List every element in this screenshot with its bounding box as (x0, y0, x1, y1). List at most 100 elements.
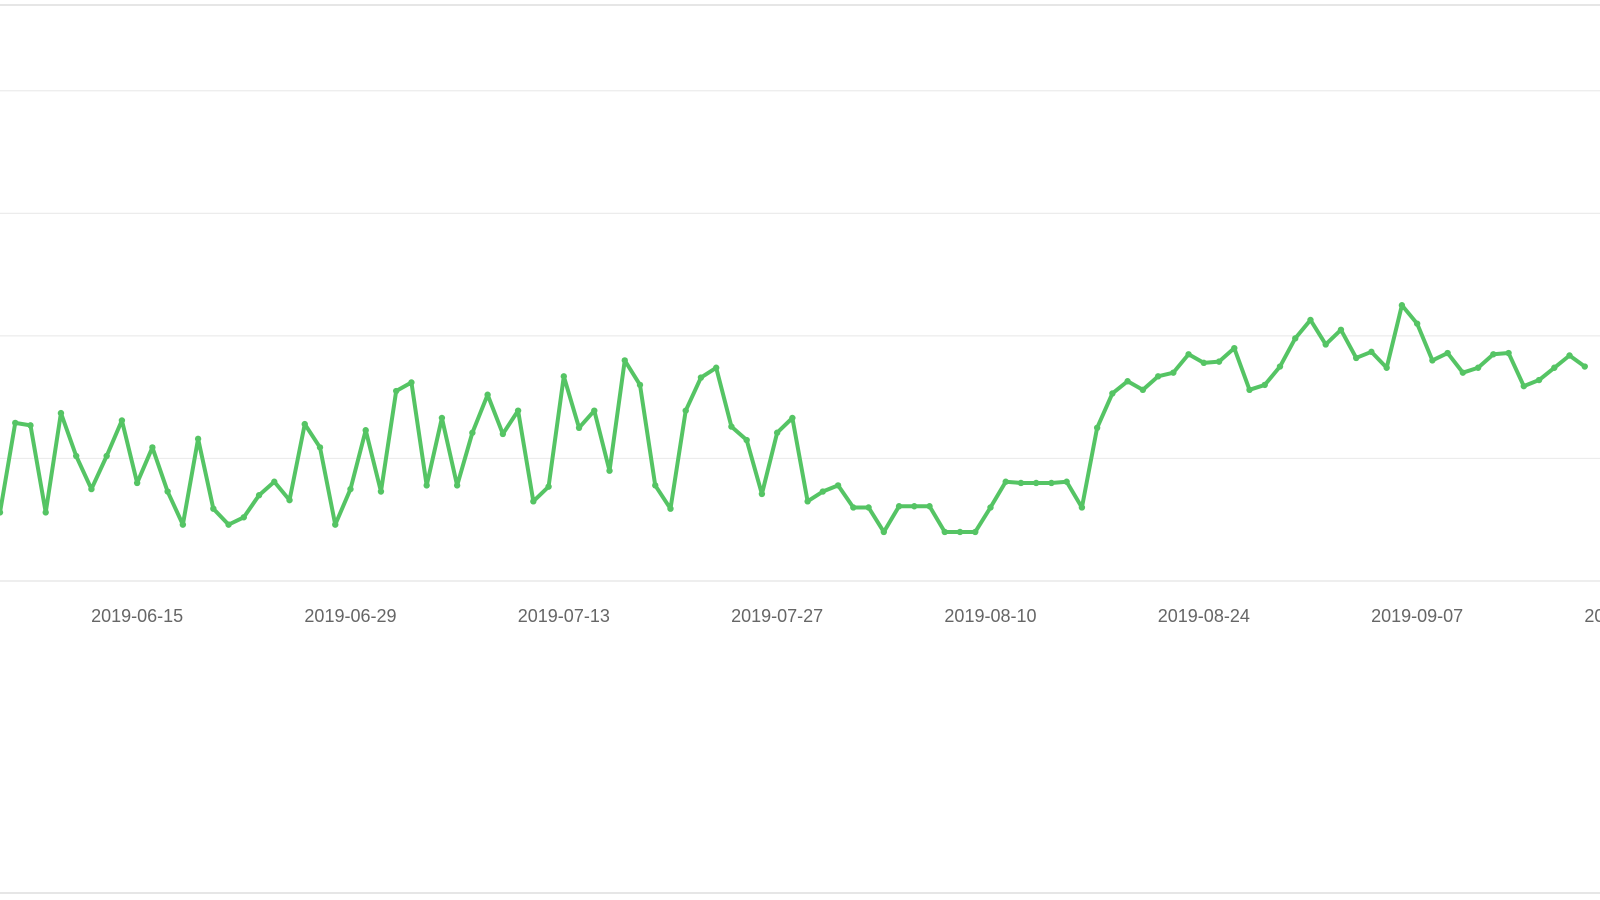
data-point (911, 503, 918, 510)
data-point (88, 485, 95, 493)
data-point (1322, 341, 1329, 348)
data-point (987, 504, 994, 511)
data-point (1185, 351, 1192, 358)
data-point (392, 387, 400, 395)
x-tick-label: 2019-07-13 (518, 606, 610, 626)
data-point (438, 414, 446, 422)
data-point (1093, 424, 1101, 432)
data-point (1551, 364, 1558, 371)
data-point (57, 409, 65, 417)
data-point (575, 424, 583, 432)
data-point (12, 419, 19, 427)
data-point (133, 479, 141, 487)
data-point (271, 478, 278, 485)
data-point (1261, 381, 1268, 389)
data-point (1017, 479, 1025, 487)
data-point (1292, 335, 1299, 342)
data-point (118, 417, 126, 424)
data-point (1459, 369, 1467, 376)
data-point (880, 528, 888, 536)
data-point (484, 391, 491, 398)
data-point (103, 452, 110, 460)
data-point (1215, 358, 1223, 365)
data-point (1063, 478, 1070, 485)
x-tick-label: 2019-06-29 (304, 606, 396, 626)
data-point (728, 423, 735, 430)
data-point (72, 452, 80, 460)
data-point (514, 407, 522, 414)
data-point (773, 429, 781, 436)
data-point (469, 429, 476, 436)
data-point (926, 503, 933, 510)
data-point (225, 521, 232, 528)
x-tick-label: 2019-09-21 (1584, 606, 1600, 626)
data-point (758, 490, 766, 498)
data-point (1078, 504, 1086, 511)
data-point (621, 357, 628, 364)
data-point (164, 488, 171, 495)
data-point (530, 498, 537, 505)
data-point (499, 430, 507, 438)
data-point (179, 521, 187, 528)
data-point (301, 420, 308, 428)
data-point (1124, 378, 1131, 385)
data-point (956, 528, 964, 536)
data-point (316, 444, 324, 451)
data-point (377, 488, 385, 495)
data-point (545, 483, 552, 490)
data-point (149, 444, 156, 451)
data-point (423, 482, 430, 489)
data-point (1307, 316, 1314, 324)
data-point (1368, 348, 1375, 356)
data-point (1109, 390, 1116, 397)
data-point (697, 374, 705, 381)
data-point (255, 492, 263, 499)
data-point (1413, 320, 1421, 327)
data-point (789, 414, 796, 422)
data-point (652, 482, 659, 489)
data-point (332, 521, 339, 528)
data-point (895, 503, 903, 510)
data-point (210, 505, 217, 512)
data-point (850, 504, 857, 511)
data-point (667, 505, 674, 512)
data-point (1154, 373, 1162, 380)
data-point (941, 528, 948, 536)
data-point (972, 528, 979, 536)
data-point (453, 482, 461, 489)
data-point (1032, 479, 1040, 487)
data-point (1170, 369, 1177, 376)
data-point (347, 485, 354, 493)
data-point (1398, 302, 1406, 309)
data-point (636, 381, 644, 389)
data-point (408, 379, 415, 386)
x-tick-label: 2019-07-27 (731, 606, 823, 626)
data-point (1429, 357, 1436, 364)
data-point (1139, 386, 1147, 394)
data-point (591, 407, 598, 414)
data-point (27, 422, 34, 429)
data-point (240, 514, 248, 521)
data-point (1581, 363, 1588, 370)
data-point (362, 427, 369, 434)
data-point (834, 482, 842, 489)
data-point (1352, 354, 1360, 362)
data-point (819, 488, 827, 495)
data-point (1337, 326, 1345, 333)
data-point (1200, 359, 1208, 367)
data-point (1231, 344, 1238, 352)
data-point (1444, 349, 1451, 357)
data-point (682, 407, 689, 414)
data-point (0, 509, 4, 516)
data-point (1535, 376, 1543, 384)
data-point (606, 467, 613, 474)
data-point (1490, 351, 1497, 358)
data-point (42, 509, 49, 516)
x-tick-label: 2019-06-15 (91, 606, 183, 626)
x-tick-label: 2019-09-07 (1371, 606, 1463, 626)
data-point (1566, 352, 1573, 359)
data-point (286, 496, 293, 504)
data-point (1474, 364, 1482, 371)
